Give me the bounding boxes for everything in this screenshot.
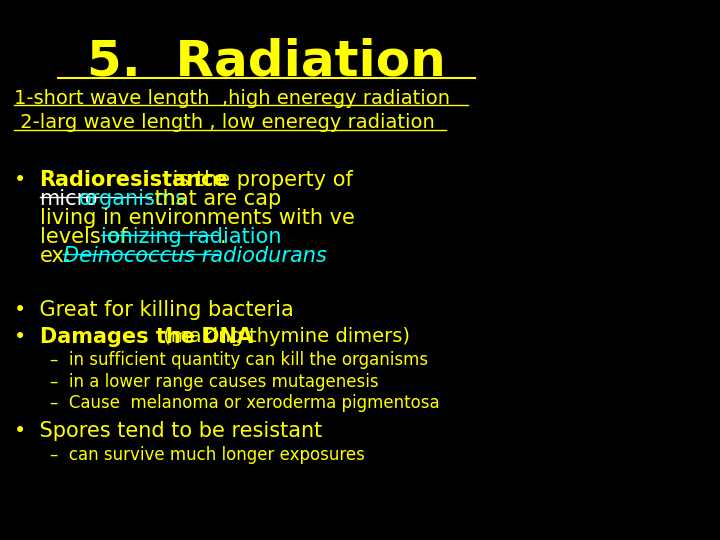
Text: micro: micro xyxy=(40,189,98,209)
Text: ionizing radiation: ionizing radiation xyxy=(101,227,282,247)
Text: –  can survive much longer exposures: – can survive much longer exposures xyxy=(50,446,365,463)
Text: Radioresistance: Radioresistance xyxy=(40,170,228,190)
Text: –  in sufficient quantity can kill the organisms: – in sufficient quantity can kill the or… xyxy=(50,351,428,369)
Text: .: . xyxy=(220,227,226,247)
Text: (making thymine dimers): (making thymine dimers) xyxy=(157,327,410,346)
Text: levels of: levels of xyxy=(40,227,134,247)
Text: –  in a lower range causes mutagenesis: – in a lower range causes mutagenesis xyxy=(50,373,379,390)
Text: Damages the DNA: Damages the DNA xyxy=(40,327,253,347)
Text: 2-larg wave length , low eneregy radiation: 2-larg wave length , low eneregy radiati… xyxy=(14,113,435,132)
Text: ex:: ex: xyxy=(40,246,71,266)
Text: 5.  Radiation: 5. Radiation xyxy=(87,38,446,86)
Text: Deinococcus radiodurans: Deinococcus radiodurans xyxy=(63,246,326,266)
Text: •: • xyxy=(14,327,40,347)
Text: •  Great for killing bacteria: • Great for killing bacteria xyxy=(14,300,294,320)
Text: •: • xyxy=(14,170,40,190)
Text: –  Cause  melanoma or xeroderma pigmentosa: – Cause melanoma or xeroderma pigmentosa xyxy=(50,394,440,412)
Text: is the property of: is the property of xyxy=(166,170,353,190)
Text: 1-short wave length  ,high eneregy radiation: 1-short wave length ,high eneregy radiat… xyxy=(14,89,451,108)
Text: organisms: organisms xyxy=(79,189,187,209)
Text: •  Spores tend to be resistant: • Spores tend to be resistant xyxy=(14,421,323,441)
Text: living in environments with ve: living in environments with ve xyxy=(40,208,354,228)
Text: that are cap: that are cap xyxy=(148,189,281,209)
